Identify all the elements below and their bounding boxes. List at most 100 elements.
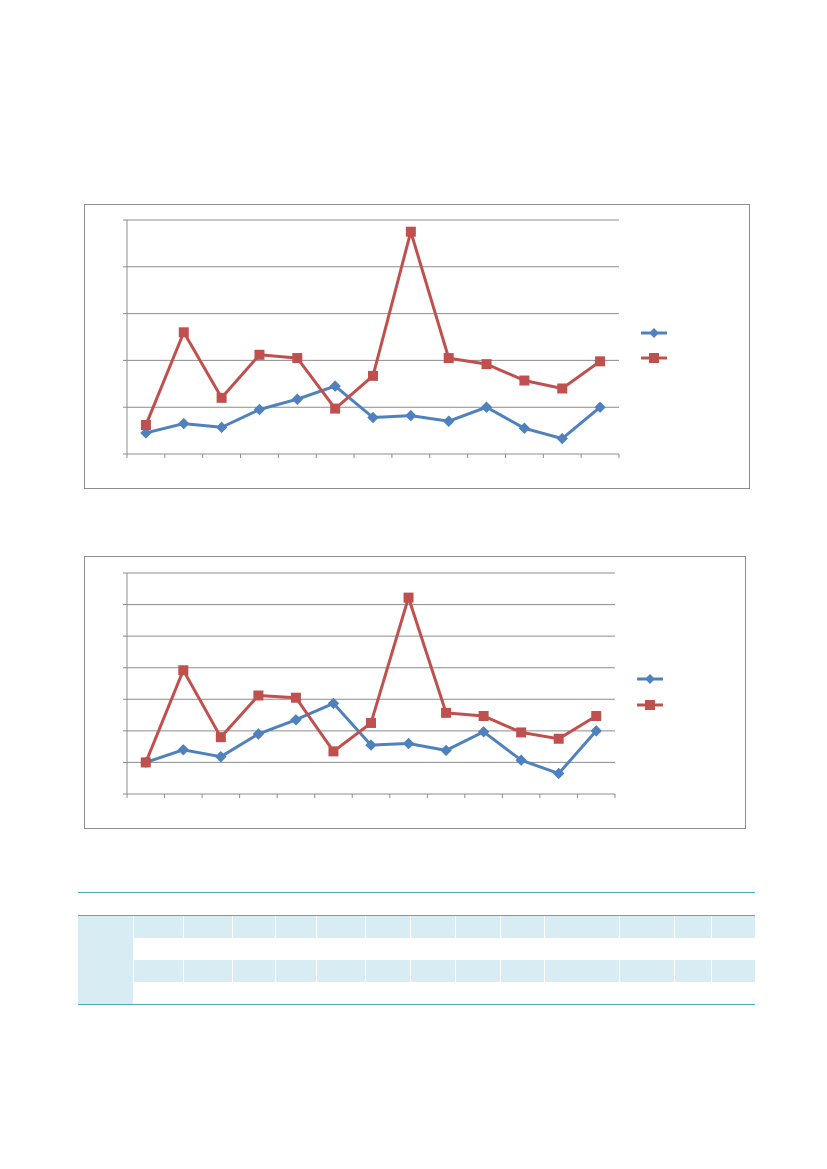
table-cell: [618, 938, 675, 960]
table-header-cell: [78, 892, 134, 916]
table-cell: [618, 960, 675, 982]
table-cell: [454, 915, 501, 938]
series-1-line: [145, 701, 598, 775]
table-cell: [409, 960, 456, 982]
table-cell: [275, 960, 317, 982]
table-cell: [618, 982, 675, 1005]
data-table: [78, 892, 755, 1005]
table-header-cell: [316, 892, 366, 916]
line-chart-1-svg: [123, 219, 667, 458]
series-1-point: [290, 714, 302, 726]
line-chart-1: [84, 204, 750, 489]
table-cell: [183, 960, 233, 982]
series-1-point: [140, 427, 152, 439]
series-1-point: [480, 401, 493, 413]
table-cell: [364, 982, 411, 1005]
series-1-point: [367, 411, 379, 424]
table-cell: [232, 915, 276, 938]
table-header-cell: [711, 892, 755, 916]
series-2-point: [481, 359, 492, 370]
table-header-cell: [365, 892, 411, 916]
line-chart-2: [84, 556, 746, 829]
table-header-cell: [410, 892, 456, 916]
table-cell: [543, 915, 620, 938]
table-header-cell: [619, 892, 675, 916]
table-header-row: [78, 892, 755, 916]
series-2-point: [366, 717, 376, 728]
table-cell: [316, 982, 366, 1005]
series-2-point: [553, 733, 564, 744]
series-1-point: [215, 421, 228, 434]
table-cell: [543, 938, 620, 960]
series-1-point: [518, 422, 531, 434]
table-cell: [78, 938, 134, 960]
table-cell: [674, 915, 711, 938]
table-cell: [454, 982, 501, 1005]
series-1-point: [556, 432, 568, 445]
series-2-point: [290, 692, 301, 703]
series-1-point: [177, 744, 190, 756]
series-1-point: [329, 380, 341, 392]
table-cell: [364, 915, 411, 938]
series-2-point: [328, 746, 339, 757]
table-cell: [674, 982, 711, 1005]
table-cell: [409, 938, 456, 960]
table-cell: [275, 915, 317, 938]
series-1-point: [291, 393, 304, 405]
series-1-point: [442, 415, 455, 427]
table-cell: [618, 915, 675, 938]
table-cell: [543, 960, 620, 982]
series-2-point: [595, 356, 606, 367]
series-1-point: [477, 726, 490, 738]
line-chart-2-svg: [123, 572, 663, 798]
series-1-point: [215, 751, 227, 763]
table-cell: [183, 938, 233, 960]
table-body: [78, 915, 755, 1005]
series-1-point: [594, 401, 606, 413]
table-cell: [78, 960, 134, 982]
table-cell: [674, 938, 711, 960]
table-row: [78, 938, 755, 960]
legend-series-2-marker: [645, 700, 655, 710]
table-header-cell: [674, 892, 711, 916]
table-cell: [499, 915, 545, 938]
series-2-point: [368, 370, 378, 381]
series-2-point: [216, 392, 227, 403]
table-cell: [78, 982, 134, 1005]
table-cell: [232, 982, 276, 1005]
table-cell: [409, 915, 456, 938]
series-2-point: [254, 349, 265, 360]
table-cell: [454, 960, 501, 982]
series-2-point: [215, 732, 226, 743]
series-2-line: [144, 596, 597, 763]
table-cell: [316, 960, 366, 982]
series-2-point: [557, 383, 568, 394]
series-2-point: [140, 757, 151, 768]
table-cell: [275, 982, 317, 1005]
table-header-cell: [232, 892, 276, 916]
table-header-cell: [544, 892, 620, 916]
table-cell: [132, 915, 184, 938]
table-cell: [183, 982, 233, 1005]
table-cell: [710, 915, 755, 938]
table-cell: [132, 938, 184, 960]
table-cell: [499, 960, 545, 982]
series-1-point: [590, 725, 602, 737]
table-cell: [316, 938, 366, 960]
table-header-cell: [275, 892, 317, 916]
series-1-point: [402, 737, 415, 750]
series-2-point: [478, 711, 489, 722]
series-2-point: [403, 592, 414, 603]
table-cell: [316, 915, 366, 938]
table-cell: [78, 915, 134, 938]
series-1-point: [252, 728, 265, 740]
series-1-point: [253, 403, 266, 416]
table-cell: [364, 938, 411, 960]
table-cell: [710, 960, 755, 982]
table-cell: [454, 938, 501, 960]
series-1-point: [178, 417, 190, 430]
legend-series-1-marker: [645, 674, 655, 684]
table-row: [78, 960, 755, 982]
series-2-point: [405, 226, 416, 237]
series-2-line: [144, 230, 601, 426]
